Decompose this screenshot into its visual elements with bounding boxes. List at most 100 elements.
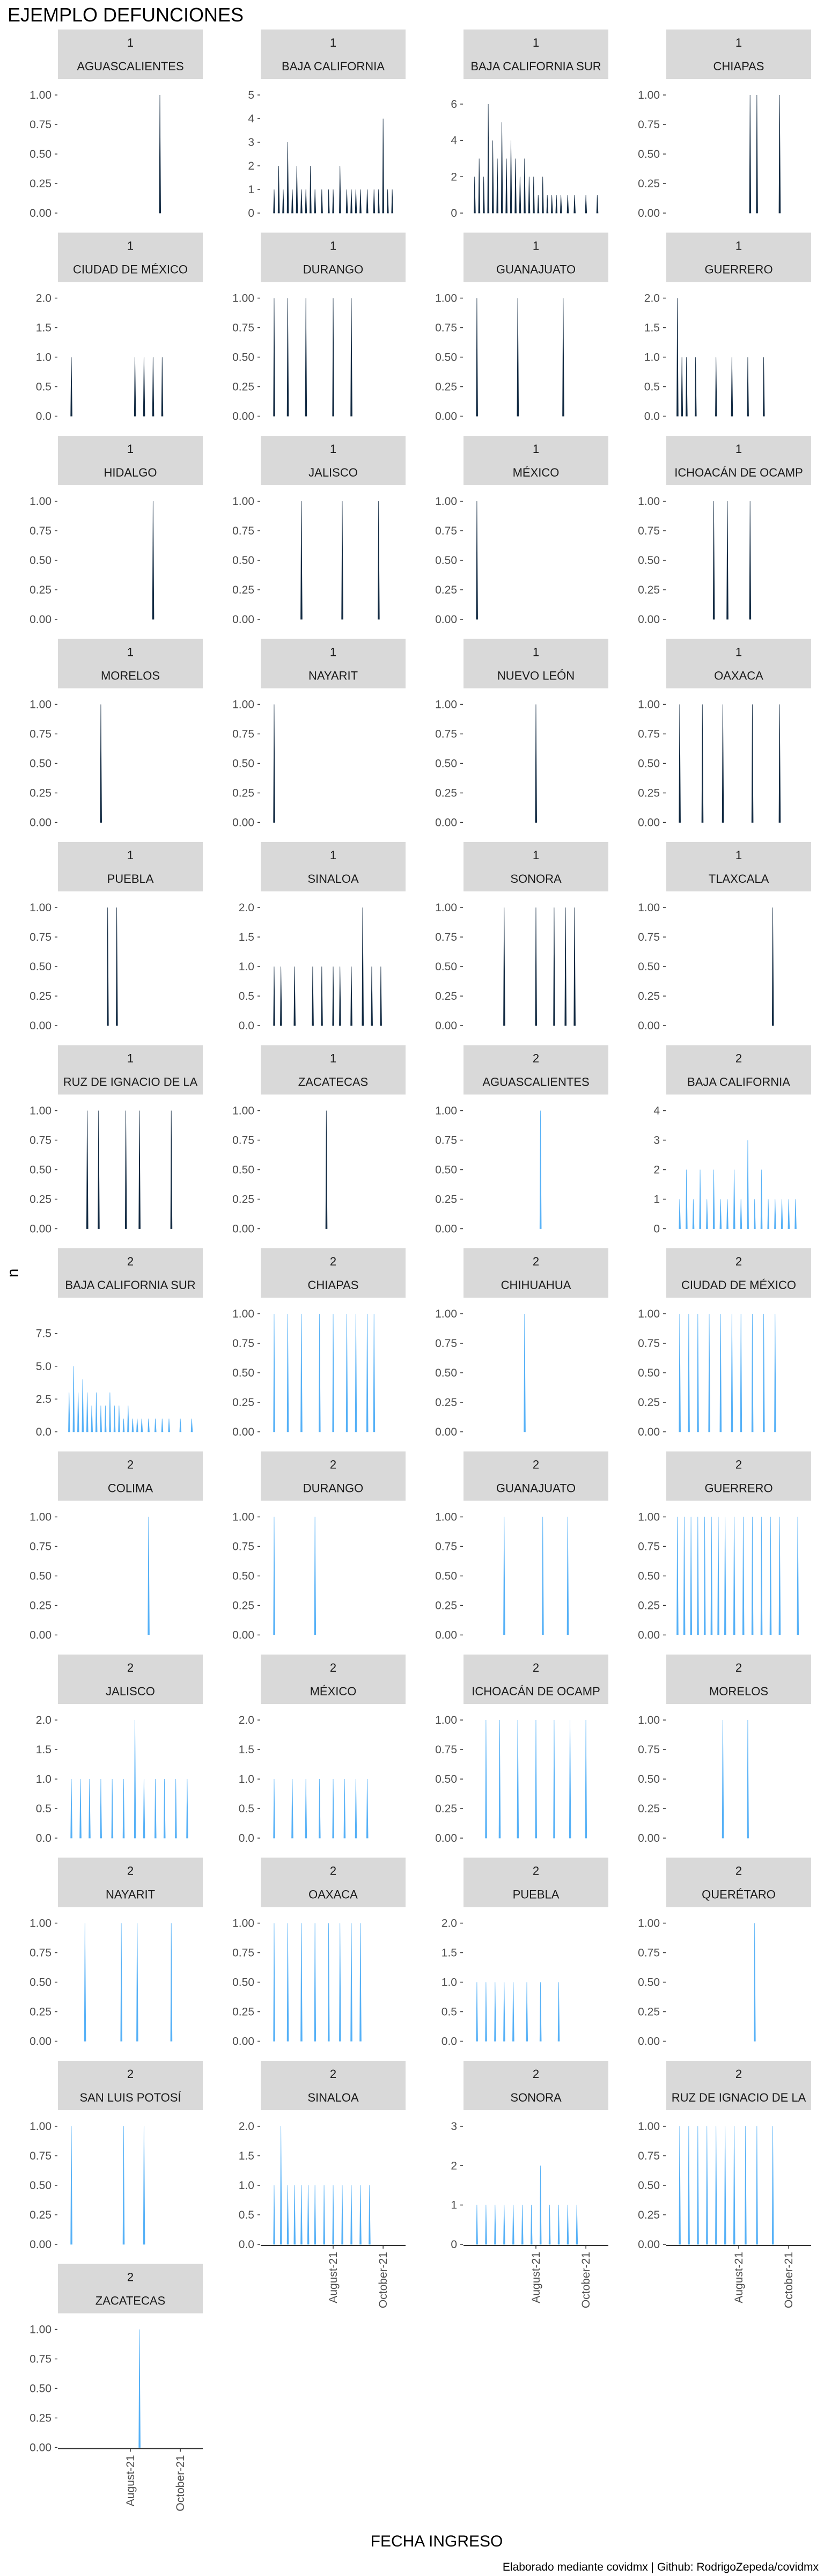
- data-spike: [366, 1313, 369, 1432]
- y-tick-label: 1.0: [36, 352, 52, 364]
- data-spike: [318, 1779, 321, 1839]
- data-spike: [726, 501, 729, 620]
- y-tick-label: 0.75: [232, 1337, 254, 1350]
- y-tick-label: 5: [248, 89, 254, 101]
- data-spike: [286, 1313, 289, 1432]
- y-tick-label: 0.5: [442, 2006, 457, 2018]
- facet-state-label: ZACATECAS: [298, 1075, 368, 1089]
- data-spike: [756, 94, 758, 214]
- data-spike: [679, 2126, 681, 2245]
- y-tick-label: 0.00: [30, 1223, 52, 1235]
- facet-panel: 2 OAXACA 0.00 0.25 0.50 0.75 1.00: [232, 1857, 406, 2048]
- facet-strip: [464, 639, 608, 689]
- facet-strip: [261, 639, 406, 689]
- facet-group-label: 2: [330, 1458, 336, 1472]
- facet-panel: 2 RUZ DE IGNACIO DE LA 0.00 0.25 0.50 0.75 1.…: [638, 2061, 811, 2308]
- y-tick-label: 0.00: [435, 1020, 457, 1032]
- y-tick-label: 0.00: [232, 1223, 254, 1235]
- data-spike: [186, 1779, 188, 1839]
- facet-panel: 2 SINALOA 0.0 0.5 1.0 1.5 2.0 August-21 October-…: [239, 2061, 406, 2308]
- data-spike: [124, 1110, 127, 1229]
- data-spike: [382, 118, 385, 214]
- data-spike: [517, 1719, 519, 1839]
- facet-state-label: QUERÉTARO: [702, 1888, 776, 1901]
- y-tick-label: 0.5: [239, 2209, 254, 2221]
- data-spike: [100, 1406, 102, 1432]
- facet-panel: 1 CIUDAD DE MÉXICO 0.0 0.5 1.0 1.5 2.0: [36, 232, 203, 423]
- y-tick-label: 0.25: [638, 178, 660, 190]
- data-spike: [498, 1719, 501, 1839]
- data-spike: [378, 189, 380, 214]
- data-spike: [79, 1779, 82, 1839]
- facet-panel: 1 DURANGO 0.00 0.25 0.50 0.75 1.00: [232, 232, 406, 423]
- facet-group-label: 1: [330, 848, 336, 862]
- y-tick-label: 1.00: [30, 495, 52, 508]
- data-spike: [694, 357, 697, 416]
- facet-group-label: 2: [127, 1255, 134, 1268]
- y-tick-label: 1: [653, 1194, 660, 1206]
- data-spike: [77, 1392, 79, 1432]
- x-tick-label: October-21: [783, 2252, 795, 2308]
- data-spike: [566, 1517, 569, 1635]
- facet-state-label: HIDALGO: [104, 466, 157, 479]
- y-tick-label: 1.00: [30, 902, 52, 914]
- y-tick-label: 0.00: [638, 2036, 660, 2048]
- data-spike: [573, 195, 576, 214]
- data-spike: [474, 177, 476, 214]
- y-tick-label: 4: [451, 135, 457, 147]
- facet-strip: [464, 1248, 608, 1298]
- facet-state-label: BAJA CALIFORNIA SUR: [65, 1278, 195, 1292]
- data-spike: [722, 1719, 724, 1839]
- data-spike: [778, 1517, 781, 1635]
- data-spike: [168, 1418, 170, 1432]
- y-tick-label: 0.75: [435, 1744, 457, 1756]
- data-spike: [524, 158, 526, 214]
- facet-strip: [58, 232, 203, 282]
- y-tick-label: 2.0: [239, 902, 254, 914]
- y-tick-label: 0.0: [36, 1426, 52, 1438]
- data-spike: [745, 2126, 747, 2245]
- data-spike: [273, 1779, 275, 1839]
- data-spike: [310, 165, 312, 214]
- y-tick-label: 1.00: [638, 495, 660, 508]
- data-spike: [154, 1418, 157, 1432]
- x-axis-title: FECHA INGRESO: [371, 2533, 503, 2550]
- y-tick-label: 0.50: [30, 554, 52, 567]
- data-spike: [778, 94, 781, 214]
- data-spike: [569, 1719, 571, 1839]
- y-tick-label: 0.50: [435, 758, 457, 770]
- facet-strip: [58, 436, 203, 485]
- data-spike: [296, 165, 298, 214]
- data-spike: [300, 189, 303, 214]
- data-spike: [681, 357, 683, 416]
- facet-state-label: CHIAPAS: [308, 1278, 359, 1292]
- data-spike: [273, 189, 275, 214]
- y-tick-label: 0.75: [232, 1135, 254, 1147]
- data-spike: [154, 1779, 157, 1839]
- facet-panel: 2 NAYARIT 0.00 0.25 0.50 0.75 1.00: [30, 1857, 203, 2048]
- y-tick-label: 0.5: [239, 1803, 254, 1815]
- data-spike: [350, 189, 352, 214]
- data-spike: [535, 704, 538, 823]
- facet-state-label: OAXACA: [714, 669, 763, 683]
- facet-group-label: 1: [533, 848, 539, 862]
- data-spike: [697, 1517, 699, 1635]
- facet-state-label: ZACATECAS: [95, 2294, 165, 2308]
- data-spike: [501, 122, 503, 214]
- facet-panel: 2 CHIAPAS 0.00 0.25 0.50 0.75 1.00: [232, 1248, 406, 1438]
- data-spike: [546, 195, 549, 214]
- y-tick-label: 4: [248, 113, 254, 125]
- data-spike: [343, 1779, 346, 1839]
- y-tick-label: 0.25: [435, 381, 457, 393]
- data-spike: [378, 501, 380, 620]
- data-spike: [161, 357, 164, 416]
- facet-state-label: BAJA CALIFORNIA: [687, 1075, 790, 1089]
- y-tick-label: 0.00: [30, 817, 52, 829]
- facet-state-label: SAN LUIS POTOSÍ: [79, 2091, 181, 2104]
- data-spike: [89, 1779, 91, 1839]
- facet-state-label: JALISCO: [308, 466, 358, 479]
- facet-strip: [261, 30, 406, 79]
- facet-strip: [261, 232, 406, 282]
- data-spike: [710, 1517, 713, 1635]
- y-tick-label: 1.00: [232, 699, 254, 711]
